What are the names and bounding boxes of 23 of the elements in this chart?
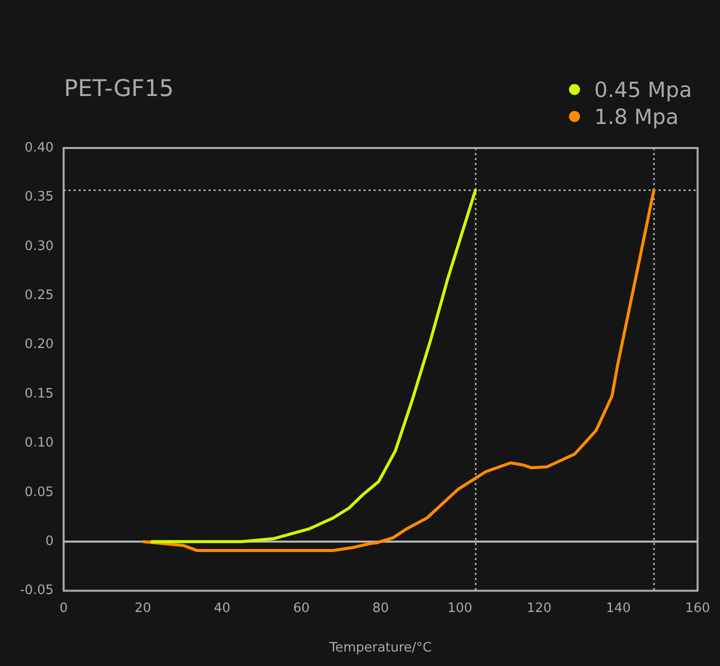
x-tick-label: 40 — [214, 600, 230, 616]
x-tick-label: 140 — [606, 600, 631, 616]
y-tick-label: -0.05 — [20, 583, 54, 598]
legend-label: 0.45 Mpa — [594, 78, 692, 102]
y-tick-label: 0.10 — [24, 436, 54, 451]
y-tick-label: 0.05 — [24, 484, 54, 500]
x-tick-label: 100 — [447, 600, 472, 616]
x-tick-label: 20 — [134, 600, 152, 616]
chart-title: PET-GF15 — [64, 76, 174, 102]
legend-label: 1.8 Mpa — [594, 104, 679, 128]
x-axis-title: Temperature/°C — [328, 640, 432, 656]
y-tick-label: 0 — [45, 534, 54, 549]
x-tick-label: 160 — [685, 600, 710, 616]
y-tick-label: 0.40 — [24, 140, 54, 156]
x-tick-label: 80 — [372, 600, 389, 616]
y-tick-label: 0.20 — [24, 337, 54, 352]
x-tick-label: 60 — [293, 600, 310, 616]
y-tick-label: 0.25 — [24, 288, 54, 303]
y-tick-label: 0.15 — [24, 386, 54, 402]
y-tick-label: 0.30 — [24, 238, 54, 254]
y-tick-label: 0.35 — [24, 190, 54, 205]
x-tick-label: 120 — [526, 600, 552, 616]
x-tick-label: 0 — [59, 600, 68, 616]
